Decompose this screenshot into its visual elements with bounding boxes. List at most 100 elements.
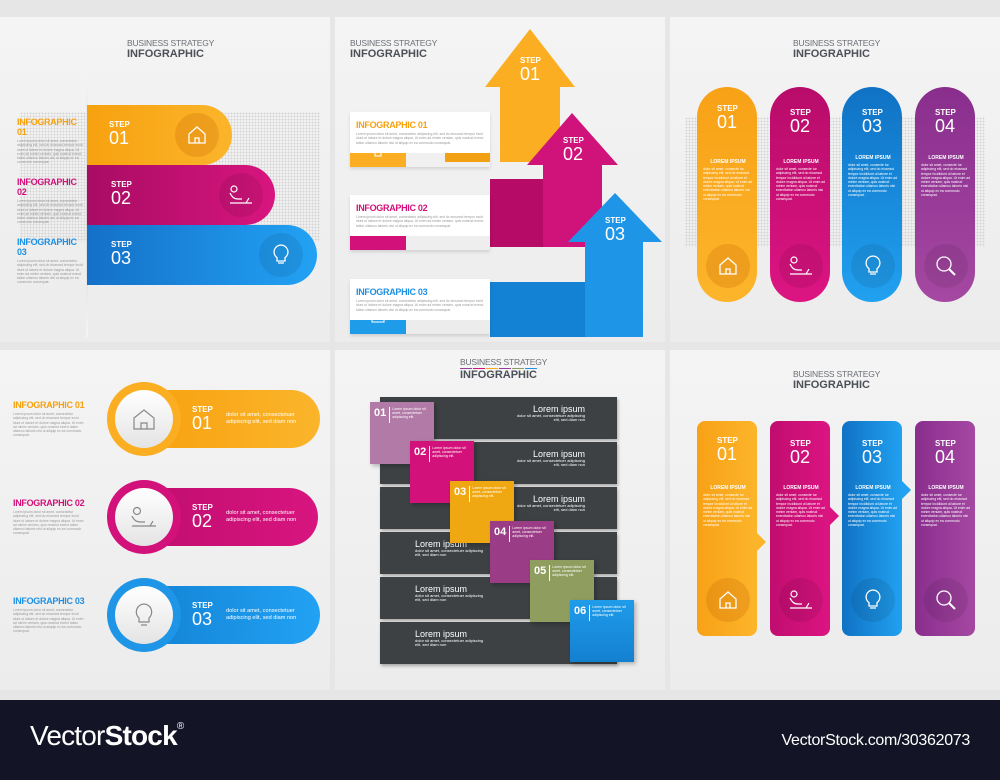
step-word: STEP <box>790 108 811 117</box>
body-text: Lorem ipsum dolor sit amet, consectetur … <box>356 215 484 228</box>
card-number: 02 <box>414 446 427 458</box>
step-number: 03 <box>862 447 883 467</box>
step-card-04[interactable]: 04 Lorem ipsum dolor sit amet, consectetu… <box>490 521 554 583</box>
body-text: Lorem ipsum dolor sit amet, consectetur … <box>13 510 84 536</box>
pill-body: dolor sit amet, consecte tur adipiscing … <box>921 163 971 198</box>
header-small: BUSINESS STRATEGY <box>350 38 438 48</box>
registered-mark: ® <box>176 721 184 732</box>
card-text: Lorem ipsum dolor sit amet, consectetuer… <box>549 565 590 581</box>
step-number: 03 <box>192 609 213 629</box>
step-word: STEP <box>790 439 811 448</box>
step-pill-03[interactable] <box>842 87 902 302</box>
step-word: STEP <box>111 180 132 189</box>
bar-title: Lorem ipsum <box>532 404 585 414</box>
column-title: LOREM IPSUM <box>855 485 891 491</box>
step-pill-04[interactable] <box>915 87 975 302</box>
step-number: 03 <box>111 248 132 268</box>
body-text: Lorem ipsum dolor sit amet, consectetur … <box>13 608 84 634</box>
header-big: INFOGRAPHIC <box>793 47 870 60</box>
step-column-04[interactable] <box>915 421 975 636</box>
image-url[interactable]: VectorStock.com/30362073 <box>781 732 971 749</box>
header-big: INFOGRAPHIC <box>350 47 427 60</box>
card-text: Lorem ipsum dolor sit amet, consectetuer… <box>469 486 510 502</box>
card-number: 03 <box>454 486 467 498</box>
label-text: INFOGRAPHIC 02 <box>13 498 85 508</box>
step-word: STEP <box>109 120 130 129</box>
step-number: 02 <box>790 116 811 136</box>
panel-header: BUSINESS STRATEGY INFOGRAPHIC <box>350 39 437 60</box>
step-card-05[interactable]: 05 Lorem ipsum dolor sit amet, consectetu… <box>530 560 594 622</box>
lightbulb-icon <box>851 244 895 288</box>
panel-header: BUSINESS STRATEGY INFOGRAPHIC <box>793 39 880 60</box>
step-word: STEP <box>563 136 584 145</box>
card-number: 01 <box>374 407 387 419</box>
label-text: INFOGRAPHIC 03 <box>17 237 77 257</box>
circle-ring-01 <box>107 382 181 456</box>
step-column-01[interactable] <box>697 421 757 636</box>
magnifier-icon <box>924 578 968 622</box>
step-word: STEP <box>935 439 956 448</box>
brand-bold: Stock <box>104 720 178 751</box>
step-word: STEP <box>605 216 626 225</box>
arrow-pointer-01 <box>756 532 766 552</box>
label-text: INFOGRAPHIC 01 <box>13 400 85 410</box>
step-tab-01[interactable]: STEP 01 <box>87 105 232 165</box>
pill-title: LOREM IPSUM <box>855 155 891 161</box>
panel-arrows-infographic: BUSINESS STRATEGY INFOGRAPHIC STEP 01 STE… <box>335 17 665 342</box>
step-column-03[interactable] <box>842 421 902 636</box>
step-number: 01 <box>717 112 738 132</box>
header-big: INFOGRAPHIC <box>793 378 870 391</box>
pill-title: LOREM IPSUM <box>928 155 964 161</box>
step-word: STEP <box>717 104 738 113</box>
step-number: 01 <box>520 64 541 84</box>
panel-arrow-columns-infographic: BUSINESS STRATEGY INFOGRAPHIC STEP 01 STE… <box>670 350 1000 690</box>
watermark-footer: VectorStock® VectorStock.com/30362073 <box>0 700 1000 780</box>
bar-text: dolor sit amet, consectetuer adipiscing … <box>415 548 484 557</box>
panel-tabs-infographic: BUSINESS STRATEGY INFOGRAPHIC STEP 03 STE… <box>0 17 330 342</box>
column-title: LOREM IPSUM <box>710 485 746 491</box>
panel-circle-bars-infographic: STEP 01 STEP 02 STEP 03 dolor sit amet, con… <box>0 350 330 690</box>
header-small: BUSINESS STRATEGY <box>127 38 215 48</box>
label-infographic-02: INFOGRAPHIC 02 Lorem ipsum dolor sit amet… <box>17 177 87 225</box>
arrow-pointer-03 <box>901 480 911 500</box>
arrow-row-01[interactable]: INFOGRAPHIC 01 Lorem ipsum dolor sit amet… <box>350 112 490 167</box>
label-infographic-02: INFOGRAPHIC 02 Lorem ipsum dolor sit amet… <box>13 498 85 536</box>
card-number: 05 <box>534 565 547 577</box>
arrow-row-02[interactable]: INFOGRAPHIC 02 Lorem ipsum dolor sit amet… <box>350 195 490 250</box>
home-icon <box>175 113 219 157</box>
arrow-pointer-02 <box>829 506 839 526</box>
card-number: 06 <box>574 605 587 617</box>
header-small: BUSINESS STRATEGY <box>793 369 881 379</box>
bar-text: dolor sit amet, consectetuer adipiscing … <box>516 413 585 422</box>
step-word: STEP <box>935 108 956 117</box>
header-big: INFOGRAPHIC <box>460 369 537 381</box>
column-title: LOREM IPSUM <box>928 485 964 491</box>
magnifier-icon <box>924 244 968 288</box>
step-pill-01[interactable] <box>697 87 757 302</box>
label-text: INFOGRAPHIC 01 <box>17 117 77 137</box>
bar-text: dolor sit amet, consectetuer adipiscing … <box>415 638 484 647</box>
step-card-06[interactable]: 06 Lorem ipsum dolor sit amet, consectetu… <box>570 600 634 662</box>
step-number: 02 <box>790 447 811 467</box>
step-pill-02[interactable] <box>770 87 830 302</box>
step-tab-02[interactable]: STEP 02 <box>87 165 275 225</box>
step-tab-03[interactable]: STEP 03 <box>87 225 317 285</box>
arrow-row-03[interactable]: INFOGRAPHIC 03 Lorem ipsum dolor sit amet… <box>350 279 490 334</box>
column-body: dolor sit amet, consecte tur adipiscing … <box>848 493 898 528</box>
header-small: BUSINESS STRATEGY <box>793 38 881 48</box>
body-text: Lorem ipsum dolor sit amet, consectetur … <box>17 199 83 225</box>
lightbulb-icon <box>115 586 173 644</box>
step-word: STEP <box>862 108 883 117</box>
pill-body: dolor sit amet, consecte tur adipiscing … <box>776 167 826 202</box>
card-text: Lorem ipsum dolor sit amet, consectetuer… <box>429 446 470 462</box>
panel-staircase-infographic: BUSINESS STRATEGY INFOGRAPHIC Lorem ipsu… <box>335 350 665 690</box>
step-text: dolor sit amet, consectetuer adipiscing … <box>226 608 297 621</box>
column-body: dolor sit amet, consecte tur adipiscing … <box>921 493 971 528</box>
home-icon <box>115 390 173 448</box>
body-text: Lorem ipsum dolor sit amet, consectetur … <box>356 299 484 312</box>
step-number: 01 <box>109 128 130 148</box>
step-column-02[interactable] <box>770 421 830 636</box>
step-number: 02 <box>111 188 132 208</box>
header-big: INFOGRAPHIC <box>127 47 204 60</box>
card-text: Lorem ipsum dolor sit amet, consectetuer… <box>389 407 430 423</box>
